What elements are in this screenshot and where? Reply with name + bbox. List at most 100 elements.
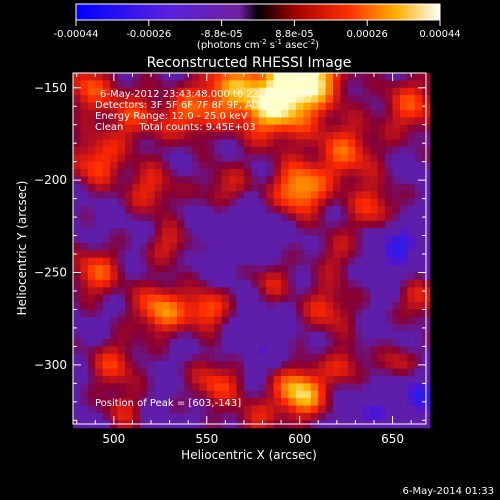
- heatmap-cell: [132, 80, 141, 89]
- heatmap-cell: [139, 287, 148, 296]
- heatmap-cell: [340, 250, 349, 259]
- heatmap-cell: [392, 146, 401, 155]
- heatmap-cell: [303, 206, 312, 214]
- heatmap-cell: [288, 220, 297, 229]
- heatmap-cell: [87, 235, 96, 244]
- heatmap-cell: [251, 228, 260, 237]
- heatmap-cell: [221, 198, 230, 207]
- heatmap-cell: [281, 242, 290, 251]
- heatmap-cell: [414, 213, 423, 222]
- heatmap-cell: [102, 206, 111, 214]
- heatmap-cell: [243, 324, 252, 333]
- heatmap-cell: [318, 368, 327, 377]
- heatmap-cell: [340, 279, 349, 288]
- heatmap-cell: [310, 294, 319, 303]
- heatmap-cell: [80, 183, 89, 192]
- heatmap-cell: [318, 390, 327, 399]
- heatmap-cell: [355, 257, 364, 266]
- heatmap-cell: [355, 146, 364, 155]
- heatmap-cell: [87, 124, 96, 133]
- heatmap-cell: [355, 124, 364, 133]
- heatmap-cell: [221, 390, 230, 399]
- heatmap-cell: [117, 279, 126, 288]
- heatmap-cell: [325, 183, 334, 192]
- heatmap-cell: [303, 80, 312, 89]
- heatmap-cell: [206, 80, 215, 89]
- heatmap-cell: [102, 117, 111, 126]
- heatmap-cell: [295, 383, 304, 392]
- heatmap-cell: [80, 294, 89, 303]
- heatmap-cell: [399, 146, 409, 155]
- heatmap-cell: [229, 339, 238, 348]
- y-axis: −150−200−250−300: [34, 81, 426, 421]
- heatmap-cell: [125, 109, 134, 118]
- heatmap-cell: [385, 257, 394, 266]
- heatmap-cell: [110, 220, 119, 229]
- heatmap-cell: [110, 87, 119, 96]
- heatmap-cell: [221, 346, 230, 355]
- heatmap-cell: [273, 220, 282, 229]
- heatmap-cell: [87, 279, 96, 288]
- heatmap-cell: [177, 383, 186, 392]
- heatmap-cell: [288, 87, 297, 96]
- heatmap-cell: [333, 309, 342, 318]
- heatmap-cell: [310, 272, 319, 281]
- heatmap-cell: [362, 287, 371, 296]
- heatmap-cell: [221, 154, 230, 163]
- heatmap-cell: [333, 169, 342, 178]
- heatmap-cell: [325, 139, 334, 148]
- heatmap-cell: [132, 272, 141, 281]
- heatmap-cell: [87, 412, 96, 421]
- heatmap-cell: [362, 109, 371, 118]
- heatmap-cell: [191, 339, 200, 348]
- heatmap-cell: [251, 398, 260, 407]
- heatmap-cell: [87, 146, 96, 155]
- heatmap-cell: [169, 117, 178, 126]
- heatmap-cell: [288, 176, 297, 185]
- heatmap-cell: [303, 339, 312, 348]
- heatmap-cell: [407, 87, 416, 96]
- heatmap-cell: [407, 117, 416, 126]
- heatmap-cell: [191, 213, 200, 222]
- heatmap-cell: [154, 287, 163, 296]
- heatmap-cell: [87, 228, 96, 237]
- heatmap-cell: [288, 206, 297, 214]
- heatmap-cell: [288, 183, 297, 192]
- heatmap-cell: [295, 109, 304, 118]
- heatmap-cell: [214, 154, 223, 163]
- heatmap-cell: [154, 361, 163, 370]
- heatmap-cell: [162, 405, 171, 414]
- heatmap-cell: [385, 346, 394, 355]
- heatmap-cell: [117, 375, 126, 384]
- heatmap-cell: [414, 294, 423, 303]
- heatmap-cell: [288, 235, 297, 244]
- heatmap-cell: [407, 228, 416, 237]
- heatmap-cell: [229, 169, 238, 178]
- heatmap-cell: [87, 316, 96, 325]
- heatmap-cell: [132, 405, 141, 414]
- heatmap-cell: [303, 183, 312, 192]
- heatmap-cell: [154, 117, 163, 126]
- heatmap-cell: [303, 220, 312, 229]
- heatmap-cell: [281, 191, 290, 200]
- heatmap-cell: [132, 139, 141, 148]
- heatmap-cell: [340, 235, 349, 244]
- heatmap-cell: [206, 213, 215, 222]
- heatmap-cell: [377, 191, 386, 200]
- heatmap-cell: [73, 375, 82, 384]
- heatmap-cell: [214, 132, 223, 141]
- heatmap-cell: [191, 383, 200, 392]
- heatmap-cell: [95, 176, 104, 185]
- heatmap-cell: [399, 124, 409, 133]
- heatmap-cell: [362, 87, 371, 96]
- heatmap-cell: [147, 331, 156, 340]
- heatmap-cell: [392, 183, 401, 192]
- heatmap-cell: [191, 242, 200, 251]
- heatmap-cell: [236, 339, 245, 348]
- heatmap-cell: [206, 316, 215, 325]
- heatmap-cell: [229, 228, 238, 237]
- heatmap-cell: [73, 250, 82, 259]
- heatmap-cell: [362, 117, 371, 126]
- heatmap-cell: [236, 117, 245, 126]
